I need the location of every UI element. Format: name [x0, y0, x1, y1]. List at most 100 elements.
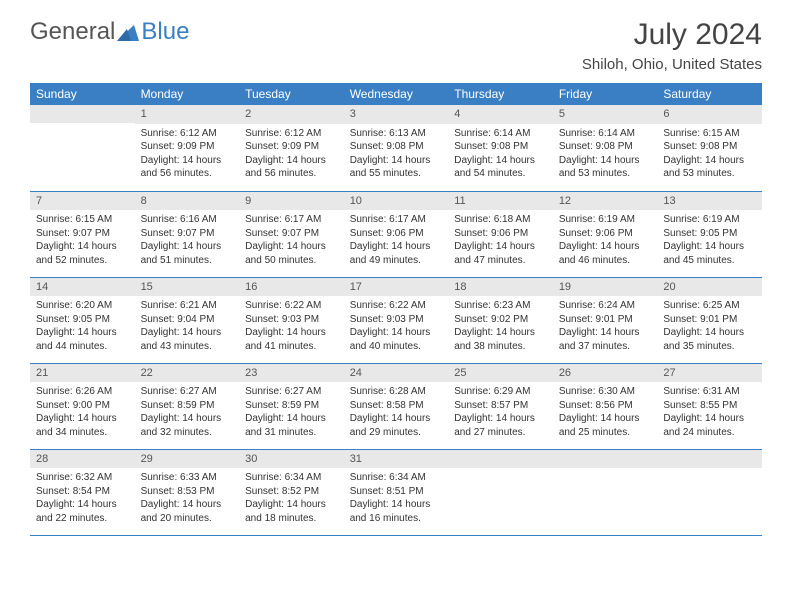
day-cell: 13Sunrise: 6:19 AMSunset: 9:05 PMDayligh…	[657, 191, 762, 277]
calendar-body: 1Sunrise: 6:12 AMSunset: 9:09 PMDaylight…	[30, 105, 762, 535]
day-cell: 2Sunrise: 6:12 AMSunset: 9:09 PMDaylight…	[239, 105, 344, 191]
day-number: 30	[239, 450, 344, 469]
sunrise-line: Sunrise: 6:25 AM	[663, 299, 756, 313]
sunrise-line: Sunrise: 6:31 AM	[663, 385, 756, 399]
sunrise-line: Sunrise: 6:17 AM	[350, 213, 443, 227]
sunrise-line: Sunrise: 6:22 AM	[350, 299, 443, 313]
day-header-row: SundayMondayTuesdayWednesdayThursdayFrid…	[30, 83, 762, 105]
day-number: 14	[30, 278, 135, 297]
day-content: Sunrise: 6:20 AMSunset: 9:05 PMDaylight:…	[30, 296, 135, 356]
sunset-line: Sunset: 9:08 PM	[663, 140, 756, 154]
day-number: 2	[239, 105, 344, 124]
month-title: July 2024	[582, 18, 762, 52]
day-content: Sunrise: 6:24 AMSunset: 9:01 PMDaylight:…	[553, 296, 658, 356]
logo-icon	[117, 23, 139, 41]
day-number: 3	[344, 105, 449, 124]
day-content: Sunrise: 6:30 AMSunset: 8:56 PMDaylight:…	[553, 382, 658, 442]
sunset-line: Sunset: 8:59 PM	[245, 399, 338, 413]
day-cell: 26Sunrise: 6:30 AMSunset: 8:56 PMDayligh…	[553, 363, 658, 449]
daylight-line: Daylight: 14 hours and 41 minutes.	[245, 326, 338, 353]
daylight-line: Daylight: 14 hours and 37 minutes.	[559, 326, 652, 353]
day-cell: 27Sunrise: 6:31 AMSunset: 8:55 PMDayligh…	[657, 363, 762, 449]
day-number: 10	[344, 192, 449, 211]
daylight-line: Daylight: 14 hours and 56 minutes.	[245, 154, 338, 181]
day-cell: 30Sunrise: 6:34 AMSunset: 8:52 PMDayligh…	[239, 449, 344, 535]
week-row: 14Sunrise: 6:20 AMSunset: 9:05 PMDayligh…	[30, 277, 762, 363]
day-number: 12	[553, 192, 658, 211]
day-number: 21	[30, 364, 135, 383]
location: Shiloh, Ohio, United States	[582, 56, 762, 73]
sunrise-line: Sunrise: 6:15 AM	[36, 213, 129, 227]
daylight-line: Daylight: 14 hours and 56 minutes.	[141, 154, 234, 181]
day-number: 17	[344, 278, 449, 297]
day-number: 29	[135, 450, 240, 469]
week-row: 7Sunrise: 6:15 AMSunset: 9:07 PMDaylight…	[30, 191, 762, 277]
day-header: Monday	[135, 83, 240, 105]
sunset-line: Sunset: 9:04 PM	[141, 313, 234, 327]
daylight-line: Daylight: 14 hours and 49 minutes.	[350, 240, 443, 267]
day-number: 20	[657, 278, 762, 297]
day-content: Sunrise: 6:26 AMSunset: 9:00 PMDaylight:…	[30, 382, 135, 442]
sunrise-line: Sunrise: 6:20 AM	[36, 299, 129, 313]
day-cell: 6Sunrise: 6:15 AMSunset: 9:08 PMDaylight…	[657, 105, 762, 191]
day-cell: 8Sunrise: 6:16 AMSunset: 9:07 PMDaylight…	[135, 191, 240, 277]
day-number: 18	[448, 278, 553, 297]
day-cell: 20Sunrise: 6:25 AMSunset: 9:01 PMDayligh…	[657, 277, 762, 363]
daylight-line: Daylight: 14 hours and 31 minutes.	[245, 412, 338, 439]
day-content: Sunrise: 6:28 AMSunset: 8:58 PMDaylight:…	[344, 382, 449, 442]
day-number: 26	[553, 364, 658, 383]
day-content: Sunrise: 6:22 AMSunset: 9:03 PMDaylight:…	[344, 296, 449, 356]
sunrise-line: Sunrise: 6:33 AM	[141, 471, 234, 485]
day-cell: 5Sunrise: 6:14 AMSunset: 9:08 PMDaylight…	[553, 105, 658, 191]
logo-part1: General	[30, 18, 115, 46]
header: General Blue July 2024 Shiloh, Ohio, Uni…	[30, 18, 762, 73]
sunset-line: Sunset: 9:09 PM	[141, 140, 234, 154]
daylight-line: Daylight: 14 hours and 20 minutes.	[141, 498, 234, 525]
sunset-line: Sunset: 9:07 PM	[245, 227, 338, 241]
week-row: 1Sunrise: 6:12 AMSunset: 9:09 PMDaylight…	[30, 105, 762, 191]
day-content: Sunrise: 6:13 AMSunset: 9:08 PMDaylight:…	[344, 124, 449, 184]
title-block: July 2024 Shiloh, Ohio, United States	[582, 18, 762, 73]
sunrise-line: Sunrise: 6:15 AM	[663, 127, 756, 141]
day-number: 25	[448, 364, 553, 383]
sunrise-line: Sunrise: 6:23 AM	[454, 299, 547, 313]
day-cell: 9Sunrise: 6:17 AMSunset: 9:07 PMDaylight…	[239, 191, 344, 277]
sunrise-line: Sunrise: 6:21 AM	[141, 299, 234, 313]
daylight-line: Daylight: 14 hours and 53 minutes.	[559, 154, 652, 181]
daylight-line: Daylight: 14 hours and 54 minutes.	[454, 154, 547, 181]
day-cell: 12Sunrise: 6:19 AMSunset: 9:06 PMDayligh…	[553, 191, 658, 277]
sunrise-line: Sunrise: 6:13 AM	[350, 127, 443, 141]
sunset-line: Sunset: 9:01 PM	[663, 313, 756, 327]
day-cell	[657, 449, 762, 535]
day-content: Sunrise: 6:31 AMSunset: 8:55 PMDaylight:…	[657, 382, 762, 442]
day-number	[30, 105, 135, 123]
daylight-line: Daylight: 14 hours and 24 minutes.	[663, 412, 756, 439]
day-number: 28	[30, 450, 135, 469]
sunset-line: Sunset: 9:01 PM	[559, 313, 652, 327]
day-content: Sunrise: 6:15 AMSunset: 9:08 PMDaylight:…	[657, 124, 762, 184]
day-content: Sunrise: 6:19 AMSunset: 9:06 PMDaylight:…	[553, 210, 658, 270]
day-cell: 16Sunrise: 6:22 AMSunset: 9:03 PMDayligh…	[239, 277, 344, 363]
day-content: Sunrise: 6:16 AMSunset: 9:07 PMDaylight:…	[135, 210, 240, 270]
sunset-line: Sunset: 8:58 PM	[350, 399, 443, 413]
sunrise-line: Sunrise: 6:14 AM	[559, 127, 652, 141]
day-number: 4	[448, 105, 553, 124]
daylight-line: Daylight: 14 hours and 45 minutes.	[663, 240, 756, 267]
day-cell: 23Sunrise: 6:27 AMSunset: 8:59 PMDayligh…	[239, 363, 344, 449]
sunrise-line: Sunrise: 6:34 AM	[350, 471, 443, 485]
calendar-table: SundayMondayTuesdayWednesdayThursdayFrid…	[30, 83, 762, 536]
day-cell: 14Sunrise: 6:20 AMSunset: 9:05 PMDayligh…	[30, 277, 135, 363]
day-header: Thursday	[448, 83, 553, 105]
day-cell: 29 Sunrise: 6:33 AMSunset: 8:53 PMDayligh…	[135, 449, 240, 535]
sunset-line: Sunset: 8:53 PM	[141, 485, 234, 499]
day-number: 19	[553, 278, 658, 297]
sunrise-line: Sunrise: 6:17 AM	[245, 213, 338, 227]
day-number	[553, 450, 658, 468]
day-cell: 1Sunrise: 6:12 AMSunset: 9:09 PMDaylight…	[135, 105, 240, 191]
day-cell	[553, 449, 658, 535]
sunrise-line: Sunrise: 6:16 AM	[141, 213, 234, 227]
sunset-line: Sunset: 9:06 PM	[350, 227, 443, 241]
day-cell: 21Sunrise: 6:26 AMSunset: 9:00 PMDayligh…	[30, 363, 135, 449]
sunrise-line: Sunrise: 6:24 AM	[559, 299, 652, 313]
day-content: Sunrise: 6:17 AMSunset: 9:06 PMDaylight:…	[344, 210, 449, 270]
